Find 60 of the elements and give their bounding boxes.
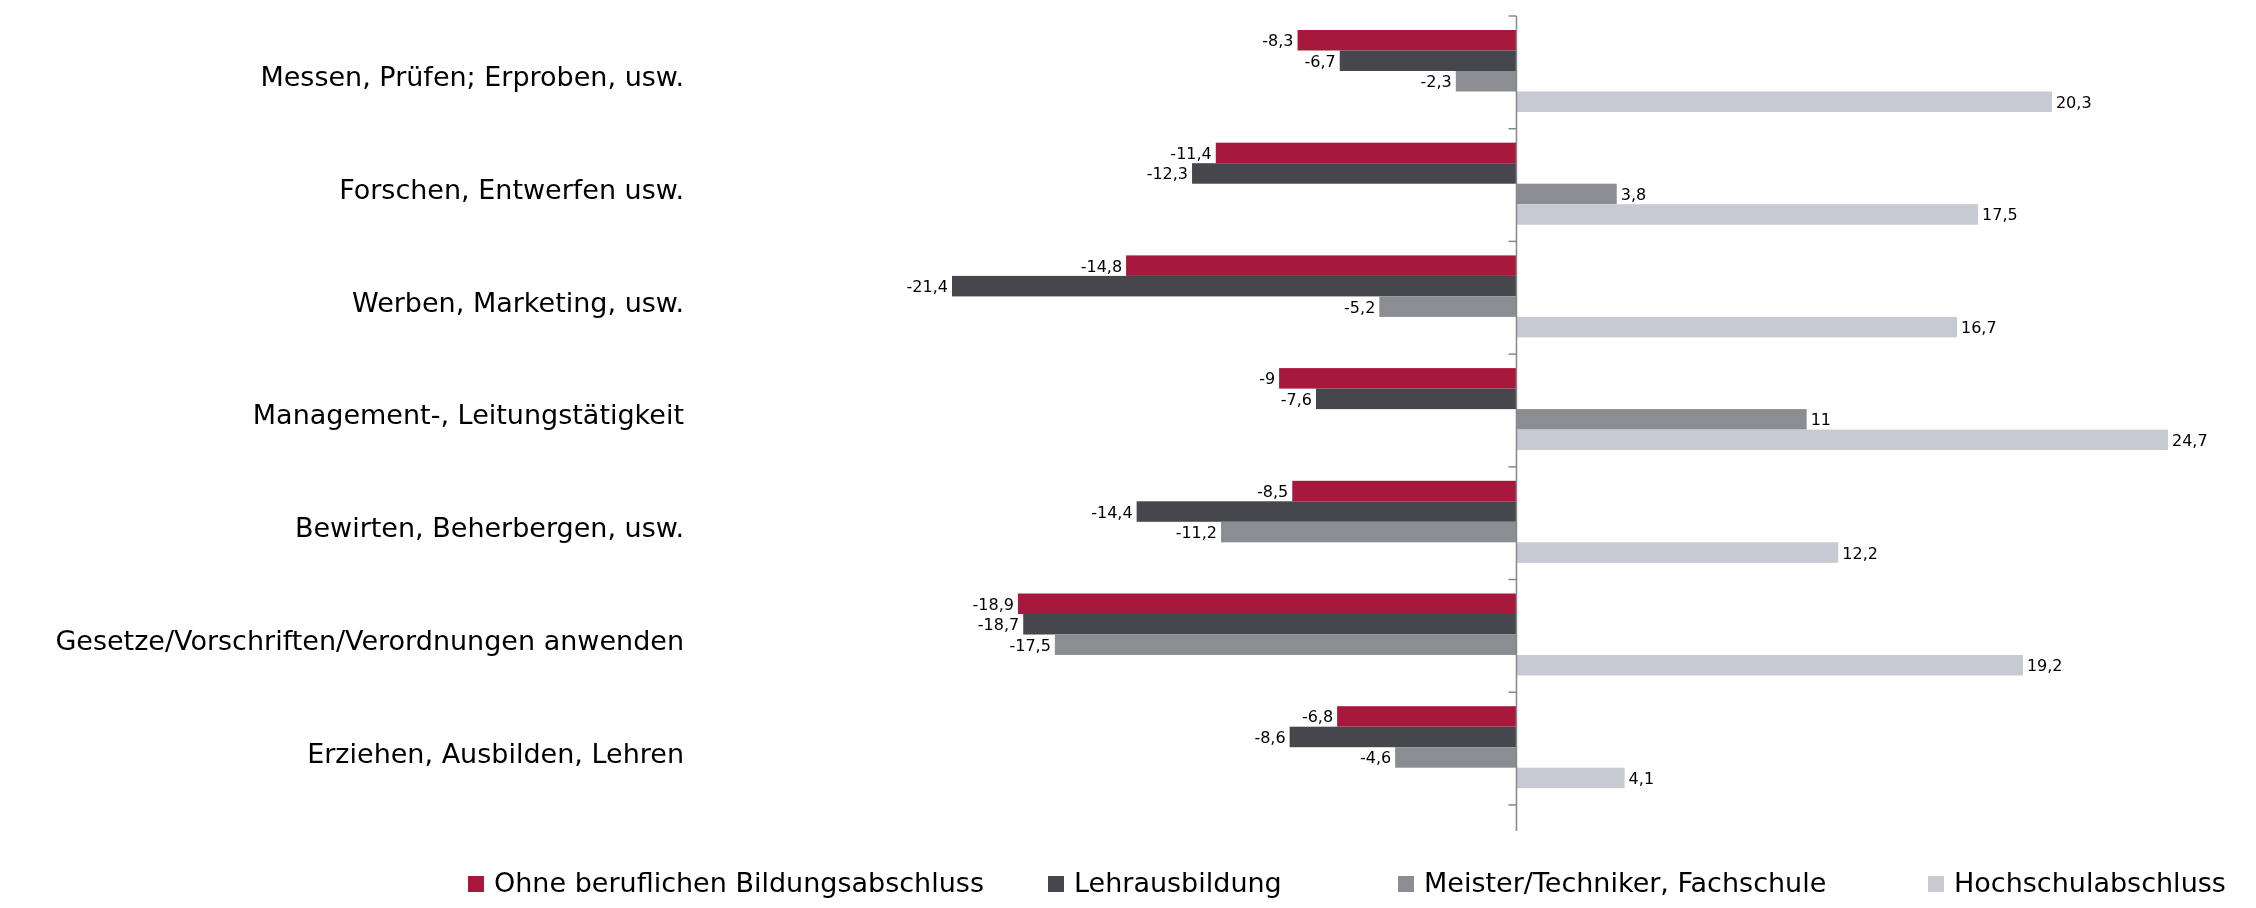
- y-tick-label: Bewirten, Beherbergen, usw.: [294, 512, 684, 544]
- y-tick-label: Erziehen, Ausbilden, Lehren: [307, 737, 684, 769]
- bar: [1017, 593, 1517, 614]
- y-tick-label: Forschen, Entwerfen usw.: [339, 174, 684, 206]
- data-label: -5,2: [1344, 297, 1376, 317]
- y-tick-label: Werben, Marketing, usw.: [352, 286, 684, 318]
- legend-label: Ohne beruflichen Bildungsabschluss: [494, 867, 984, 898]
- bar: [1516, 429, 2168, 451]
- data-label: -21,4: [906, 277, 948, 297]
- bar: [1215, 142, 1517, 164]
- data-label: -7,6: [1280, 389, 1313, 409]
- bar: [1516, 542, 1839, 563]
- data-label: 24,7: [2172, 430, 2208, 450]
- data-label: -12,3: [1146, 164, 1189, 184]
- data-label: -14,8: [1080, 256, 1123, 276]
- data-label: -6,8: [1301, 707, 1334, 727]
- bar: [1337, 706, 1517, 727]
- data-label: -8,5: [1257, 482, 1289, 502]
- bar: [1516, 91, 2052, 112]
- bar: [1339, 50, 1517, 71]
- bar: [1136, 501, 1517, 522]
- bar: [1292, 480, 1517, 502]
- data-label: -4,6: [1359, 748, 1392, 768]
- y-tick-label: Gesetze/Vorschriften/Verordnungen anwenden: [55, 624, 684, 656]
- bar: [1289, 726, 1517, 748]
- bar: [1316, 388, 1517, 410]
- y-tick-label: Messen, Prüfen; Erproben, usw.: [260, 61, 684, 93]
- bar: [1297, 30, 1517, 51]
- bar: [1516, 316, 1957, 338]
- data-label: 17,5: [1982, 205, 2018, 225]
- bar: [1279, 368, 1517, 389]
- data-label: 4,1: [1628, 768, 1655, 788]
- bar: [1126, 255, 1517, 276]
- legend-label: Meister/Techniker, Fachschule: [1424, 867, 1827, 898]
- data-label: 3,8: [1620, 184, 1647, 204]
- bar: [1516, 767, 1625, 789]
- bar: [1192, 163, 1517, 184]
- data-label: -14,4: [1091, 502, 1133, 522]
- bar: [1023, 614, 1517, 635]
- data-label: -11,4: [1170, 143, 1212, 163]
- bar: [1516, 655, 2023, 676]
- data-label: -17,5: [1009, 635, 1051, 655]
- data-label: -8,3: [1262, 31, 1294, 51]
- data-label: -18,9: [972, 594, 1014, 614]
- bar: [1516, 204, 1979, 225]
- data-label: 20,3: [2055, 92, 2092, 112]
- data-label: -11,2: [1175, 523, 1218, 543]
- data-label: 12,2: [1842, 543, 1878, 563]
- data-label: 11: [1810, 410, 1831, 430]
- y-tick-label: Management-, Leitungstätigkeit: [252, 399, 684, 431]
- data-label: -2,3: [1420, 72, 1452, 92]
- data-label: -9: [1259, 369, 1276, 389]
- data-label: -18,7: [977, 615, 1020, 635]
- data-label: -8,6: [1254, 727, 1286, 747]
- legend-label: Lehrausbildung: [1074, 867, 1282, 898]
- data-label: 19,2: [2026, 656, 2063, 676]
- legend-label: Hochschulabschluss: [1954, 867, 2226, 898]
- data-label: 16,7: [1960, 318, 1997, 338]
- data-label: -6,7: [1304, 51, 1336, 71]
- bar: [952, 275, 1517, 297]
